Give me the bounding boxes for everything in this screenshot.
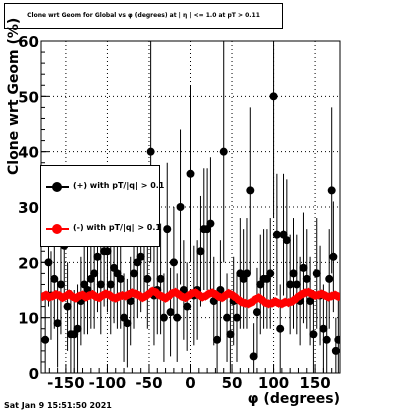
- data-point: [183, 302, 192, 311]
- x-axis-label: φ (degrees): [247, 391, 340, 407]
- legend-label-positive: (+) with pT/|q| > 0.1: [73, 181, 165, 190]
- data-point: [249, 352, 258, 361]
- data-point: [146, 147, 155, 156]
- data-point: [266, 269, 275, 278]
- data-point: [136, 252, 145, 261]
- data-point: [272, 230, 281, 239]
- data-point: [246, 186, 255, 195]
- data-point: [334, 335, 340, 344]
- x-tick-label: 100: [258, 374, 289, 392]
- data-point: [56, 280, 65, 289]
- chart-title: Clone wrt Geom for Global vs φ (degrees)…: [27, 12, 260, 19]
- y-axis-label: Clone wrt Geom (%): [6, 17, 22, 175]
- data-point: [319, 324, 328, 333]
- data-point: [143, 274, 152, 283]
- timestamp: Sat Jan 9 15:51:50 2021: [4, 401, 112, 410]
- legend-marker-positive: [52, 182, 62, 192]
- y-tick-label: 30: [18, 199, 39, 217]
- data-point: [196, 247, 205, 256]
- data-point: [292, 280, 301, 289]
- data-point: [176, 203, 185, 211]
- y-tick-label: 10: [18, 310, 39, 328]
- x-tick-label: 0: [185, 374, 195, 392]
- data-point: [213, 335, 222, 344]
- data-point: [186, 169, 195, 178]
- data-point: [325, 274, 334, 283]
- x-tick-label: -100: [89, 374, 127, 392]
- data-point: [289, 269, 298, 278]
- x-tick-label: -50: [135, 374, 162, 392]
- legend-entry-negative: (-) with pT/|q| > 0.1: [41, 222, 161, 236]
- data-point: [242, 269, 251, 278]
- data-point: [156, 274, 165, 283]
- data-point: [219, 147, 228, 156]
- data-point: [282, 236, 291, 245]
- data-point: [130, 269, 139, 278]
- x-tick-label: -150: [47, 374, 85, 392]
- legend-marker-negative: [52, 224, 62, 234]
- data-point: [327, 186, 336, 195]
- data-point: [169, 258, 178, 267]
- data-point: [223, 313, 232, 322]
- data-point: [173, 313, 182, 322]
- data-point: [163, 225, 172, 234]
- data-point: [126, 297, 135, 306]
- legend-label-negative: (-) with pT/|q| > 0.1: [73, 223, 161, 232]
- data-point: [329, 252, 338, 261]
- data-point: [206, 219, 215, 228]
- data-point: [93, 252, 102, 261]
- y-tick-label: 20: [18, 254, 39, 272]
- data-point: [166, 308, 175, 317]
- data-point: [226, 330, 235, 339]
- data-point: [63, 302, 72, 311]
- data-point: [96, 280, 105, 289]
- data-point: [322, 335, 331, 344]
- data-point: [233, 313, 242, 322]
- data-point: [41, 335, 50, 344]
- x-tick-label: 150: [299, 374, 330, 392]
- chart-title-box: Clone wrt Geom for Global vs φ (degrees)…: [4, 3, 283, 29]
- data-point: [309, 330, 318, 339]
- y-tick-label: 50: [18, 88, 39, 106]
- data-point: [123, 319, 132, 328]
- data-point: [269, 92, 278, 101]
- data-point: [302, 274, 311, 283]
- series-negative: [41, 286, 340, 309]
- x-tick-label: 50: [222, 374, 243, 392]
- data-point: [103, 247, 112, 256]
- y-tick-label: 40: [18, 144, 39, 162]
- data-point: [312, 269, 321, 278]
- data-point: [276, 324, 285, 333]
- data-point: [53, 319, 62, 328]
- data-point: [73, 324, 82, 333]
- legend-entry-positive: (+) with pT/|q| > 0.1: [41, 180, 164, 194]
- y-tick-label: 0: [29, 365, 39, 383]
- data-point: [50, 274, 59, 283]
- data-point: [90, 269, 99, 278]
- legend: (+) with pT/|q| > 0.1 (-) with pT/|q| > …: [40, 165, 164, 247]
- data-point: [286, 280, 295, 289]
- data-point: [299, 263, 308, 272]
- data-point: [159, 313, 168, 322]
- data-point: [306, 297, 315, 306]
- data-point: [252, 308, 261, 317]
- y-tick-label: 60: [18, 33, 39, 51]
- data-point: [106, 280, 115, 289]
- data-point: [334, 292, 340, 301]
- data-point: [116, 274, 125, 283]
